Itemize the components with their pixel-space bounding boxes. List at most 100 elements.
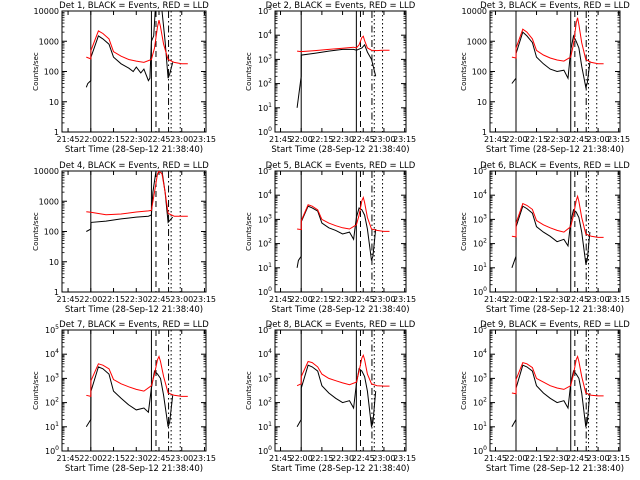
x-axis-label: Start Time (28-Sep-12 21:38:40) bbox=[65, 305, 203, 315]
y-tick-label: 1000 bbox=[467, 37, 487, 46]
x-axis-label: Start Time (28-Sep-12 21:38:40) bbox=[486, 305, 624, 315]
x-tick-label: 23:00 bbox=[170, 135, 193, 144]
x-tick-label: 23:00 bbox=[587, 135, 610, 144]
y-tick-label: 100 bbox=[45, 445, 59, 456]
x-tick-label: 22:00 bbox=[290, 454, 313, 463]
y-tick-label: 100 bbox=[473, 445, 487, 456]
x-tick-label: 22:45 bbox=[352, 295, 375, 304]
x-tick-label: 22:15 bbox=[310, 135, 333, 144]
x-tick-label: 23:00 bbox=[170, 295, 193, 304]
y-tick-label: 100 bbox=[44, 68, 59, 77]
x-tick-label: 23:00 bbox=[372, 454, 395, 463]
x-tick-label: 23:00 bbox=[587, 295, 610, 304]
panel-title: Det 9, BLACK = Events, RED = LLD bbox=[480, 320, 630, 330]
x-tick-label: 22:45 bbox=[566, 295, 589, 304]
series-lld bbox=[297, 35, 390, 53]
panel-det-8: Det 8, BLACK = Events, RED = LLD21:4522:… bbox=[245, 320, 416, 474]
x-tick-label: 21:45 bbox=[484, 295, 507, 304]
y-tick-label: 10 bbox=[49, 98, 59, 107]
x-tick-label: 22:45 bbox=[147, 295, 170, 304]
x-axis-label: Start Time (28-Sep-12 21:38:40) bbox=[271, 145, 409, 155]
series-lld bbox=[511, 194, 604, 238]
x-tick-label: 23:15 bbox=[393, 135, 416, 144]
x-axis-label: Start Time (28-Sep-12 21:38:40) bbox=[486, 464, 624, 474]
panel-title: Det 6, BLACK = Events, RED = LLD bbox=[480, 161, 630, 171]
x-tick-label: 22:15 bbox=[525, 295, 548, 304]
y-axis-label: Counts/sec bbox=[32, 212, 40, 251]
x-tick-label: 22:00 bbox=[504, 454, 527, 463]
plot-frame bbox=[274, 170, 407, 293]
y-tick-label: 103 bbox=[473, 372, 487, 383]
x-tick-label: 22:15 bbox=[102, 135, 125, 144]
plot-frame bbox=[61, 10, 207, 133]
x-tick-label: 22:15 bbox=[102, 295, 125, 304]
x-tick-label: 23:15 bbox=[393, 454, 416, 463]
x-tick-label: 22:30 bbox=[546, 454, 569, 463]
x-tick-label: 21:45 bbox=[57, 454, 80, 463]
y-tick-label: 102 bbox=[473, 397, 487, 408]
y-tick-label: 100 bbox=[473, 286, 487, 297]
series-lld bbox=[296, 354, 390, 387]
x-tick-label: 23:15 bbox=[193, 295, 216, 304]
y-tick-label: 10 bbox=[49, 258, 59, 267]
x-tick-label: 22:00 bbox=[504, 135, 527, 144]
x-tick-label: 23:15 bbox=[193, 454, 216, 463]
x-tick-label: 22:30 bbox=[125, 135, 148, 144]
x-tick-label: 22:00 bbox=[79, 135, 102, 144]
y-tick-label: 10 bbox=[477, 98, 487, 107]
series-events bbox=[86, 171, 174, 232]
y-tick-label: 102 bbox=[473, 238, 487, 249]
series-lld bbox=[86, 19, 188, 65]
y-tick-label: 105 bbox=[258, 165, 272, 176]
x-axis-label: Start Time (28-Sep-12 21:38:40) bbox=[271, 305, 409, 315]
x-tick-label: 22:30 bbox=[546, 135, 569, 144]
series-events bbox=[85, 366, 174, 428]
y-tick-label: 100 bbox=[258, 445, 272, 456]
y-tick-label: 100 bbox=[44, 228, 59, 237]
series-events bbox=[85, 11, 174, 88]
x-axis-label: Start Time (28-Sep-12 21:38:40) bbox=[486, 145, 624, 155]
y-tick-label: 103 bbox=[45, 372, 59, 383]
y-tick-label: 104 bbox=[473, 189, 487, 200]
x-axis-label: Start Time (28-Sep-12 21:38:40) bbox=[65, 145, 203, 155]
x-tick-label: 23:15 bbox=[607, 454, 630, 463]
x-tick-label: 23:15 bbox=[193, 135, 216, 144]
y-tick-label: 105 bbox=[258, 5, 272, 16]
x-tick-label: 22:00 bbox=[79, 454, 102, 463]
x-tick-label: 22:30 bbox=[546, 295, 569, 304]
panel-title: Det 5, BLACK = Events, RED = LLD bbox=[266, 161, 416, 171]
x-tick-label: 21:45 bbox=[484, 454, 507, 463]
x-tick-label: 22:15 bbox=[525, 135, 548, 144]
panel-det-3: Det 3, BLACK = Events, RED = LLD21:4522:… bbox=[460, 1, 630, 155]
y-axis-label: Counts/sec bbox=[245, 371, 253, 410]
x-tick-label: 21:45 bbox=[57, 295, 80, 304]
x-tick-label: 21:45 bbox=[269, 454, 292, 463]
x-tick-label: 22:45 bbox=[352, 135, 375, 144]
y-tick-label: 105 bbox=[45, 324, 59, 335]
panel-det-6: Det 6, BLACK = Events, RED = LLD21:4522:… bbox=[460, 161, 630, 315]
x-tick-label: 22:30 bbox=[331, 454, 354, 463]
y-axis-label: Counts/sec bbox=[460, 212, 468, 251]
x-tick-label: 23:15 bbox=[393, 295, 416, 304]
series-events bbox=[511, 364, 591, 428]
x-tick-label: 22:00 bbox=[79, 295, 102, 304]
y-tick-label: 10000 bbox=[462, 7, 487, 16]
x-tick-label: 22:00 bbox=[290, 295, 313, 304]
x-tick-label: 23:15 bbox=[607, 295, 630, 304]
x-tick-label: 22:00 bbox=[504, 295, 527, 304]
y-tick-label: 105 bbox=[258, 324, 272, 335]
x-tick-label: 22:15 bbox=[310, 295, 333, 304]
series-lld bbox=[297, 196, 390, 232]
panel-det-2: Det 2, BLACK = Events, RED = LLD21:4522:… bbox=[245, 1, 416, 155]
panel-title: Det 2, BLACK = Events, RED = LLD bbox=[266, 1, 416, 11]
y-tick-label: 101 bbox=[45, 421, 59, 432]
x-tick-label: 22:30 bbox=[331, 135, 354, 144]
y-axis-label: Counts/sec bbox=[32, 371, 40, 410]
x-tick-label: 22:15 bbox=[102, 454, 125, 463]
series-events bbox=[296, 43, 377, 108]
y-tick-label: 101 bbox=[473, 262, 487, 273]
x-tick-label: 22:45 bbox=[566, 135, 589, 144]
